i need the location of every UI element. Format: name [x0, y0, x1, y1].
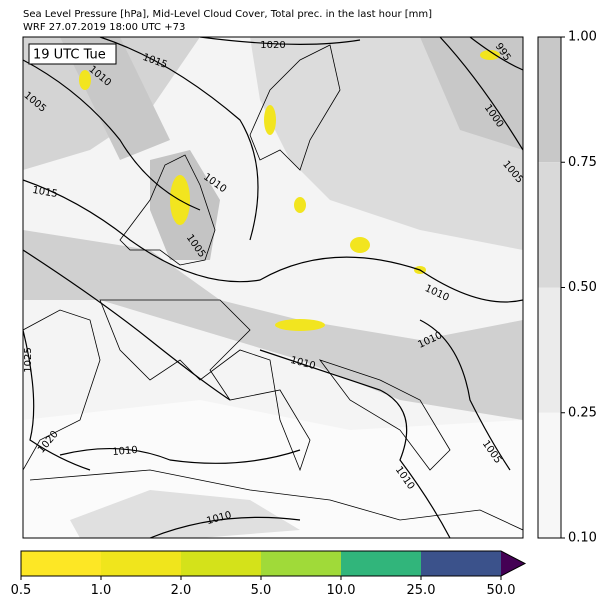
contour-label: 1010	[112, 445, 138, 458]
colorbar-segment	[538, 162, 561, 288]
contour-label: 1020	[260, 40, 285, 51]
colorbar-tick-label: 10.0	[327, 583, 356, 598]
colorbar-segment	[538, 287, 561, 413]
contour-label: 1025	[23, 347, 34, 372]
time-label: 19 UTC Tue	[33, 48, 106, 63]
colorbar-tick-label: 0.25	[568, 405, 597, 420]
colorbar-tick-label: 0.5	[11, 583, 32, 598]
colorbar-segment	[538, 37, 561, 163]
colorbar-segment	[341, 551, 421, 576]
subtitle: WRF 27.07.2019 18:00 UTC +73	[23, 22, 185, 33]
colorbar-segment	[21, 551, 101, 576]
colorbar-tick-label: 0.50	[568, 280, 597, 295]
title: Sea Level Pressure [hPa], Mid-Level Clou…	[23, 9, 432, 20]
contour-label: 1015	[31, 185, 58, 200]
colorbar-segment	[181, 551, 261, 576]
colorbar-tick-label: 25.0	[407, 583, 436, 598]
colorbar-segment	[101, 551, 181, 576]
colorbar-tick-label: 50.0	[487, 583, 516, 598]
colorbar-tick-label: 0.75	[568, 155, 597, 170]
colorbar-tick-label: 1.0	[91, 583, 112, 598]
precip-colorbar: 0.5 1.0 2.0 5.0 10.0 25.0 50.0	[11, 550, 527, 598]
colorbar-segment	[421, 551, 501, 576]
colorbar-tick-label: 1.00	[568, 30, 597, 45]
colorbar-tick-label: 5.0	[251, 583, 272, 598]
map: 1020101510101005995100010051010100510151…	[21, 36, 525, 539]
colorbar-tick-label: 0.10	[568, 531, 597, 546]
colorbar-segment	[261, 551, 341, 576]
colorbar-extend	[501, 551, 525, 576]
cloud-colorbar: 1.00 0.75 0.50 0.25 0.10	[537, 30, 597, 546]
colorbar-tick-label: 2.0	[171, 583, 192, 598]
colorbar-segment	[538, 412, 561, 538]
